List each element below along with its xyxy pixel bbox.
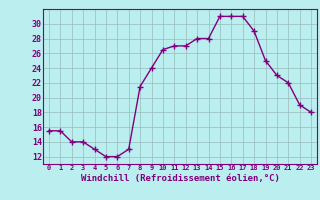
X-axis label: Windchill (Refroidissement éolien,°C): Windchill (Refroidissement éolien,°C) <box>81 174 279 183</box>
